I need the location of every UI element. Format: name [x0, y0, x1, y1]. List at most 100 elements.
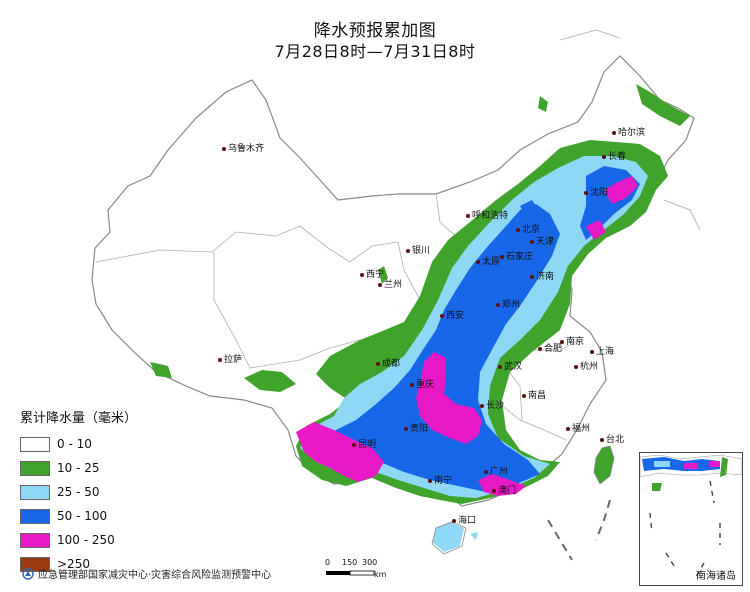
city-haikou: 海口 — [452, 516, 476, 526]
city-dot — [466, 213, 470, 218]
city-dot — [476, 259, 480, 264]
legend-item: >250 — [20, 552, 210, 576]
city-dot — [452, 518, 456, 523]
legend: 累计降水量（毫米） 0 - 10 10 - 25 25 - 50 50 - 10… — [20, 407, 210, 576]
map-title: 降水预报累加图 — [313, 21, 437, 41]
legend-label: 100 - 250 — [57, 533, 115, 547]
city-dot — [440, 313, 444, 318]
maritime-boundary — [547, 499, 611, 561]
legend-label: 25 - 50 — [57, 485, 100, 499]
city-macau: 澳门 — [492, 486, 516, 496]
city-dot — [584, 190, 588, 195]
rain-band-100-250 — [296, 176, 696, 496]
city-dot — [602, 154, 606, 159]
city-dot — [480, 403, 484, 408]
scale-bar-graphic — [326, 570, 375, 576]
city-dot — [516, 227, 520, 232]
city-dot — [360, 272, 364, 277]
city-nanning: 南宁 — [428, 476, 452, 486]
city-dot — [218, 357, 222, 362]
city-dot — [410, 382, 414, 387]
city-dot — [222, 146, 226, 151]
footer-agency: 应急管理部国家减灾中心·灾害综合风险监测预警中心 — [22, 566, 271, 581]
city-dot — [612, 130, 616, 135]
city-lhasa: 拉萨 — [218, 355, 242, 365]
south-china-sea-inset: 南海诸岛 — [639, 452, 743, 586]
city-fuzhou: 福州 — [566, 424, 590, 434]
city-zhengzhou: 郑州 — [496, 300, 520, 310]
legend-item: 50 - 100 — [20, 504, 210, 528]
city-xining: 西宁 — [360, 270, 384, 280]
city-jinan: 济南 — [530, 272, 554, 282]
city-nanchang: 南昌 — [522, 391, 546, 401]
city-dot — [484, 469, 488, 474]
city-dot — [560, 339, 564, 344]
city-dot — [530, 239, 534, 244]
legend-label: 50 - 100 — [57, 509, 108, 523]
city-xian: 西安 — [440, 311, 464, 321]
city-yinchuan: 银川 — [406, 246, 430, 256]
city-beijing: 北京 — [516, 225, 540, 235]
city-taipei: 台北 — [600, 435, 624, 445]
city-dot — [376, 361, 380, 366]
coastline-hints — [559, 29, 701, 231]
legend-item: 100 - 250 — [20, 528, 210, 552]
agency-logo-icon — [22, 567, 34, 580]
city-guiyang: 贵阳 — [404, 424, 428, 434]
inset-label: 南海诸岛 — [696, 571, 736, 582]
scale-tick-0: 0 — [325, 558, 331, 567]
legend-item: 10 - 25 — [20, 456, 210, 480]
agency-name: 应急管理部国家减灾中心·灾害综合风险监测预警中心 — [38, 570, 272, 581]
city-dot — [352, 442, 356, 447]
city-dot — [530, 274, 534, 279]
taiwan-island — [593, 445, 615, 485]
city-dot — [492, 488, 496, 493]
city-dot — [498, 364, 502, 369]
city-wuhan: 武汉 — [498, 362, 522, 372]
legend-label: 0 - 10 — [57, 437, 92, 451]
city-hangzhou: 杭州 — [574, 362, 598, 372]
city-shanghai: 上海 — [590, 347, 614, 357]
legend-swatch — [20, 556, 50, 572]
city-dot — [428, 478, 432, 483]
city-chengdu: 成都 — [376, 359, 400, 369]
city-dot — [538, 346, 542, 351]
city-chongqing: 重庆 — [410, 380, 434, 390]
city-taiyuan: 太原 — [476, 257, 500, 267]
city-shijiazhuang: 石家庄 — [500, 252, 533, 262]
city-shenyang: 沈阳 — [584, 188, 608, 198]
legend-item: 0 - 10 — [20, 432, 210, 456]
city-dot — [500, 254, 504, 259]
scale-unit: km — [374, 570, 387, 579]
city-hefei: 合肥 — [538, 344, 562, 354]
city-dot — [404, 426, 408, 431]
city-urumqi: 乌鲁木齐 — [222, 144, 264, 154]
city-guangzhou: 广州 — [484, 467, 508, 477]
legend-swatch — [20, 532, 50, 548]
legend-label: 10 - 25 — [57, 461, 100, 475]
city-dot — [590, 349, 594, 354]
city-changchun: 长春 — [602, 152, 626, 162]
city-nanjing: 南京 — [560, 337, 584, 347]
legend-item: 25 - 50 — [20, 480, 210, 504]
city-changsha: 长沙 — [480, 401, 504, 411]
city-dot — [600, 437, 604, 442]
map-period: 7月28日8时—7月31日8时 — [274, 42, 476, 61]
scale-tick-150: 150 — [342, 558, 358, 567]
legend-swatch — [20, 436, 50, 452]
legend-swatch — [20, 508, 50, 524]
city-lanzhou: 兰州 — [378, 280, 402, 290]
scale-bar: 0 150 300 km — [322, 558, 392, 582]
city-dot — [378, 282, 382, 287]
legend-title: 累计降水量（毫米） — [20, 411, 138, 426]
legend-swatch — [20, 484, 50, 500]
city-dot — [406, 248, 410, 253]
city-dot — [496, 302, 500, 307]
city-dot — [522, 393, 526, 398]
inset-map — [640, 454, 742, 578]
city-dot — [566, 426, 570, 431]
city-tianjin: 天津 — [530, 237, 554, 247]
scale-tick-300: 300 — [362, 558, 378, 567]
city-harbin: 哈尔滨 — [612, 128, 645, 138]
